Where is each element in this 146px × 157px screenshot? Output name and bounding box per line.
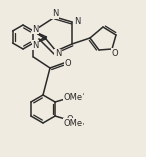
Text: O: O	[112, 49, 118, 57]
Text: O: O	[67, 114, 73, 124]
Text: OMe: OMe	[64, 92, 83, 101]
Text: OMe: OMe	[64, 119, 83, 127]
Text: N: N	[32, 24, 39, 33]
Text: N: N	[74, 17, 80, 27]
Text: N: N	[52, 10, 58, 19]
Text: N: N	[32, 41, 39, 49]
Text: O: O	[65, 59, 71, 68]
Text: N: N	[55, 49, 61, 59]
Text: O: O	[67, 95, 73, 103]
